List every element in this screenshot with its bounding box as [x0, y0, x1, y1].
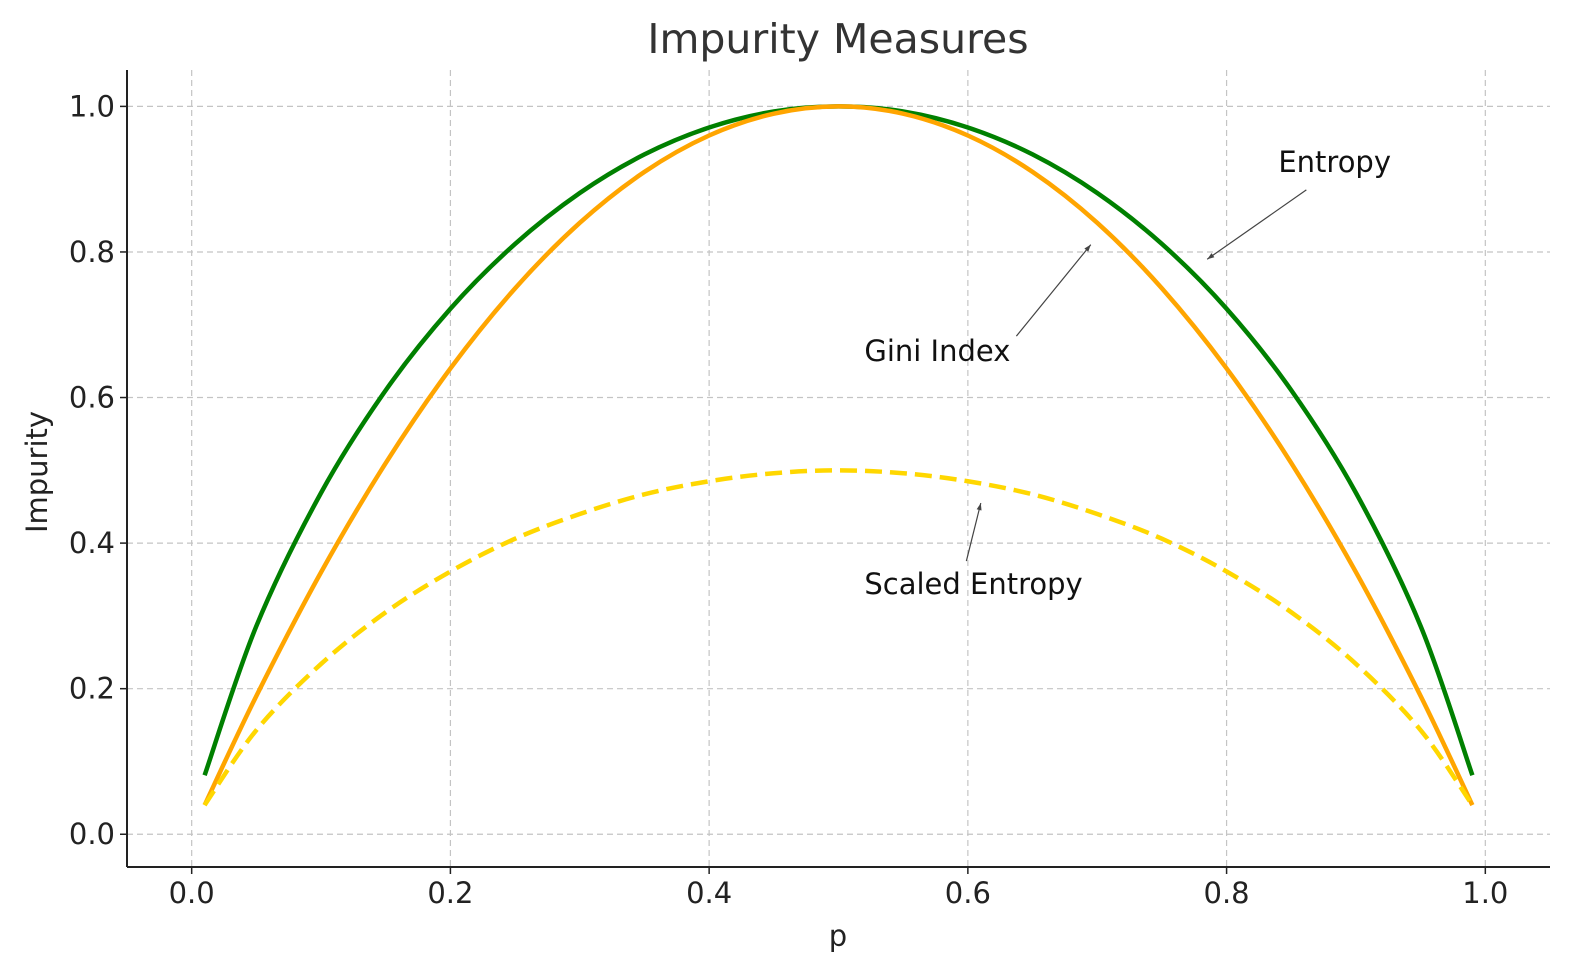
gini-index-curve — [202, 104, 1475, 807]
y-axis-label: Impurity — [20, 411, 54, 533]
scaled-entropy-annotation-arrowhead — [976, 503, 982, 511]
scaled-entropy-annotation-arrow — [965, 502, 982, 562]
grid — [127, 70, 1550, 867]
y-tick-label: 0.8 — [69, 235, 115, 269]
y-tick-label: 1.0 — [69, 89, 115, 123]
entropy-annotation-arrow — [1206, 189, 1307, 260]
x-tick-label: 0.0 — [169, 876, 215, 910]
x-tick-label: 1.0 — [1462, 876, 1508, 910]
x-tick-label: 0.2 — [427, 876, 473, 910]
chart-title: Impurity Measures — [647, 15, 1028, 63]
x-tick-label: 0.4 — [686, 876, 732, 910]
gini-index-annotation-arrowhead — [1084, 244, 1091, 252]
ticks: 0.0 0.2 0.4 0.6 0.8 1.0 0.0 0.2 0.4 0.6 0.8 1.0 — [69, 89, 1509, 910]
annotations: Entropy Gini Index Scaled Entropy — [864, 145, 1391, 601]
y-tick-label: 0.2 — [69, 672, 115, 706]
x-tick-label: 0.8 — [1204, 876, 1250, 910]
gini-index-annotation-arrow — [1015, 244, 1092, 337]
y-tick-label: 0.4 — [69, 526, 115, 560]
x-tick-label: 0.6 — [945, 876, 991, 910]
x-axis-label: p — [829, 919, 847, 953]
entropy-annotation-label: Entropy — [1278, 145, 1391, 179]
gini-index-annotation-label: Gini Index — [864, 334, 1010, 368]
scaled-entropy-annotation-label: Scaled Entropy — [864, 567, 1082, 601]
y-tick-label: 0.0 — [69, 817, 115, 851]
scaled-entropy-curve — [202, 468, 1475, 807]
entropy-annotation-arrowhead — [1207, 253, 1215, 260]
y-tick-label: 0.6 — [69, 381, 115, 415]
series-layer — [202, 104, 1475, 807]
